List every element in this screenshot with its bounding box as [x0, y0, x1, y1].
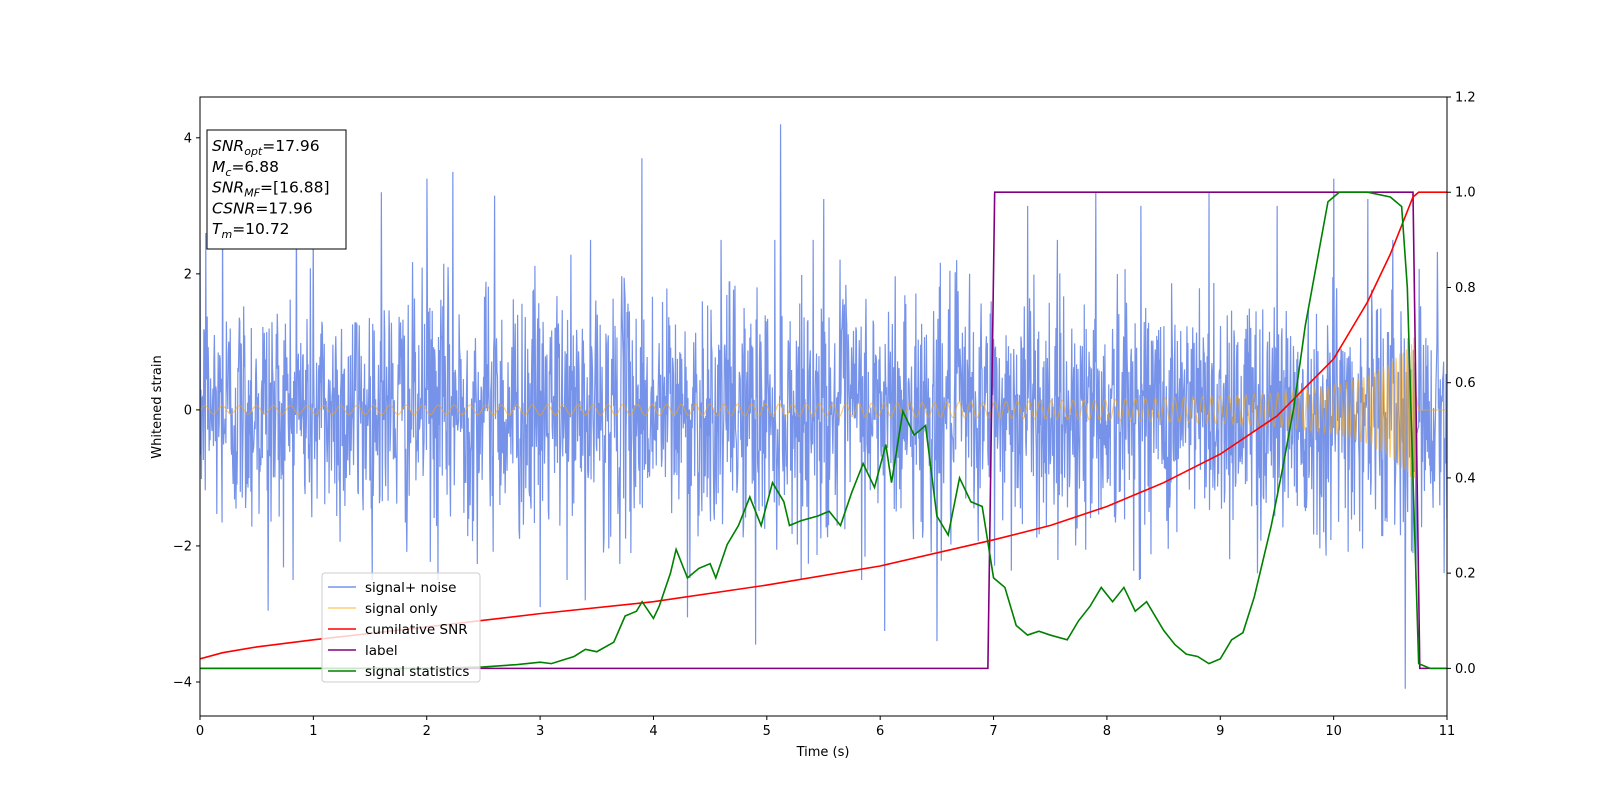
annotation-line: SNRMF=[16.88] — [212, 179, 330, 200]
legend-label: signal statistics — [365, 664, 469, 680]
y-axis-right: 0.0 0.2 0.4 0.6 0.8 1.0 1.2 — [1447, 91, 1476, 677]
annotation-line: Tm=10.72 — [212, 220, 290, 241]
y2-tick-label: 0.0 — [1455, 662, 1476, 677]
annotation-symbol: M — [212, 158, 225, 176]
y2-tick-label: 1.2 — [1455, 91, 1476, 106]
annotation-subscript: MF — [244, 187, 260, 200]
annotation-line: Mc=6.88 — [212, 158, 279, 179]
x-tick-label: 4 — [649, 724, 657, 739]
x-tick-label: 6 — [876, 724, 884, 739]
annotation-symbol: SNR — [212, 137, 244, 155]
x-tick-label: 1 — [309, 724, 317, 739]
x-axis-label: Time (s) — [796, 745, 850, 760]
y-axis-label: Whitened strain — [150, 355, 165, 458]
legend-label: signal only — [365, 601, 438, 617]
annotation-subscript: m — [221, 228, 232, 241]
x-tick-label: 2 — [423, 724, 431, 739]
x-tick-label: 8 — [1103, 724, 1111, 739]
series-signal-only — [200, 337, 1447, 479]
y-tick-label: −4 — [173, 675, 192, 690]
annotation-subscript: opt — [244, 145, 263, 158]
annotation-value: =[16.88] — [260, 179, 329, 197]
legend-label: label — [365, 643, 398, 659]
legend-label: cumilative SNR — [365, 622, 468, 638]
annotation-value: =6.88 — [231, 158, 279, 176]
annotation-value: =17.96 — [262, 137, 319, 155]
y-tick-label: 0 — [184, 403, 192, 418]
annotation-box: SNRopt=17.96Mc=6.88SNRMF=[16.88]CSNR=17.… — [206, 129, 347, 250]
annotation-symbol: CSNR — [212, 199, 255, 217]
x-tick-label: 5 — [763, 724, 771, 739]
annotation-value: =17.96 — [255, 199, 312, 217]
y2-tick-label: 0.4 — [1455, 471, 1476, 486]
x-axis: 0 1 2 3 4 5 6 7 8 9 10 11 — [196, 716, 1455, 739]
x-tick-label: 7 — [989, 724, 997, 739]
annotation-frame — [206, 129, 347, 250]
y-tick-label: 2 — [184, 267, 192, 282]
y2-tick-label: 0.8 — [1455, 281, 1476, 296]
x-tick-label: 11 — [1439, 724, 1456, 739]
annotation-symbol: T — [212, 220, 223, 238]
series-label — [200, 191, 1447, 670]
y-tick-label: 4 — [184, 131, 192, 146]
y-axis-left: −4 −2 0 2 4 — [173, 131, 200, 690]
y2-tick-label: 1.0 — [1455, 186, 1476, 201]
legend: signal+ noise signal only cumilative SNR la… — [321, 572, 481, 683]
series-signal-statistics — [200, 191, 1447, 670]
annotation-subscript: c — [225, 166, 231, 179]
legend-frame — [321, 572, 481, 683]
legend-label: signal+ noise — [365, 580, 456, 596]
annotation-value: =10.72 — [232, 220, 289, 238]
y-tick-label: −2 — [173, 539, 192, 554]
plot-frame — [199, 96, 1448, 717]
y2-tick-label: 0.6 — [1455, 376, 1476, 391]
x-tick-label: 10 — [1325, 724, 1342, 739]
x-tick-label: 0 — [196, 724, 204, 739]
x-tick-label: 9 — [1216, 724, 1224, 739]
annotation-line: CSNR=17.96 — [212, 199, 313, 217]
annotation-line: SNRopt=17.96 — [212, 137, 320, 158]
y2-tick-label: 0.2 — [1455, 567, 1476, 582]
annotation-symbol: SNR — [212, 179, 244, 197]
x-tick-label: 3 — [536, 724, 544, 739]
